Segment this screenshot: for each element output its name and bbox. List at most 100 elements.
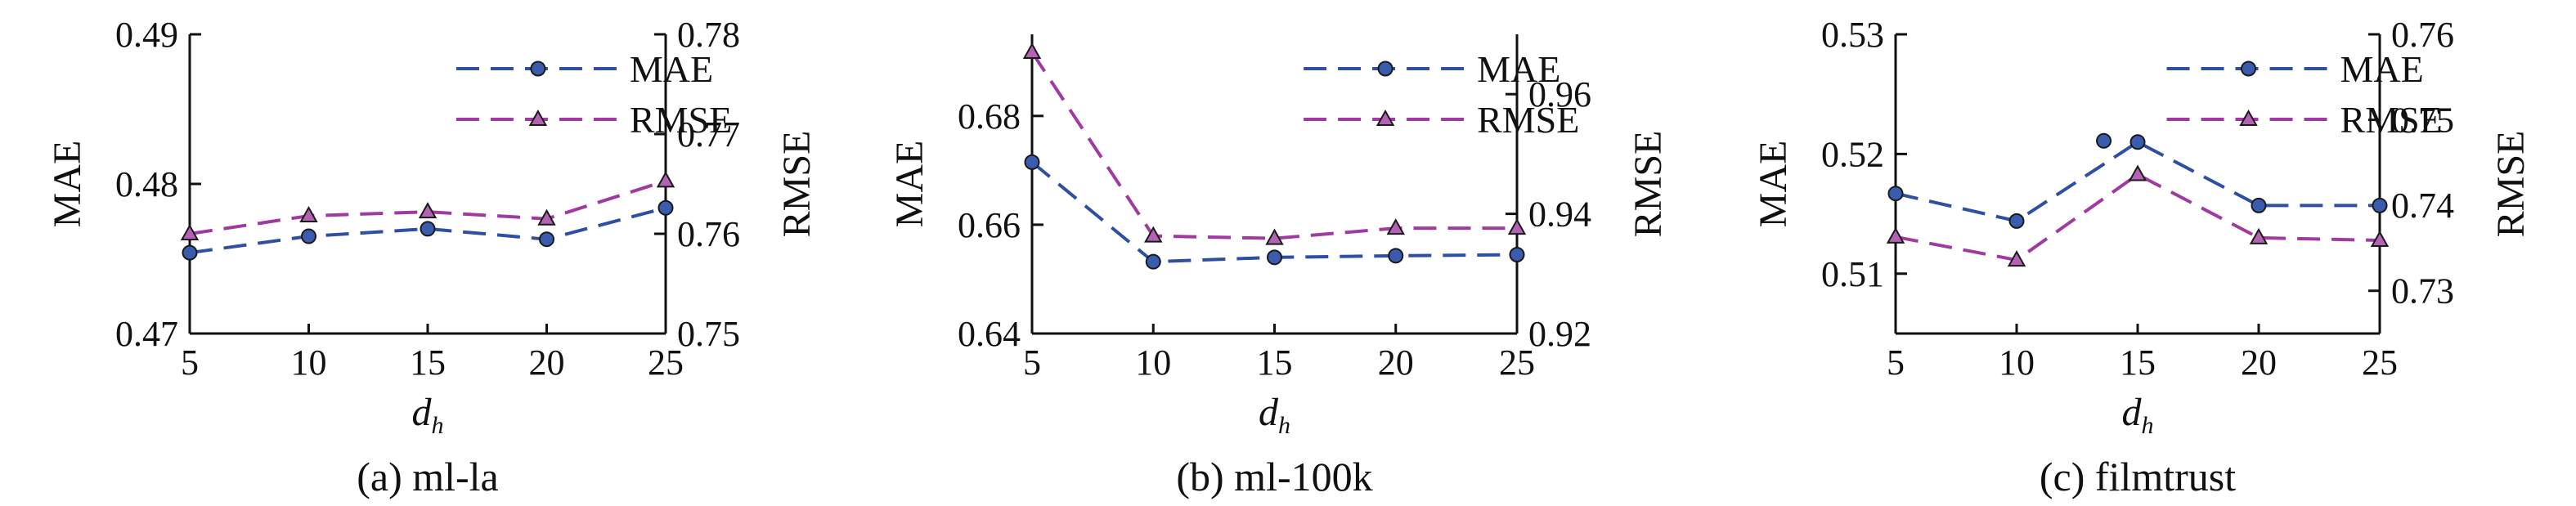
- data-point-rmse: [1022, 42, 1042, 59]
- left-tick-label: 0.68: [958, 96, 1021, 137]
- legend-label-mae: MAE: [1477, 48, 1560, 90]
- data-point-rmse: [299, 205, 318, 223]
- data-point-rmse: [656, 171, 675, 188]
- left-tick-label: 0.52: [1821, 134, 1884, 174]
- y-axis-label-right: RMSE: [2489, 131, 2533, 238]
- data-point-mae: [539, 231, 554, 248]
- legend-marker-mae: [530, 60, 546, 77]
- x-tick-label: 15: [1257, 343, 1293, 383]
- data-point-rmse: [537, 208, 556, 226]
- series-line-rmse: [1895, 172, 2381, 262]
- chart-panel-b: 0.68 0.66 0.64 0.96 0.94 0.92 5 10 15 20 25 MAE RMSE…: [888, 34, 1670, 499]
- series-line-rmse: [189, 179, 666, 235]
- left-tick-label: 0.49: [115, 15, 178, 55]
- x-tick-label: 5: [1023, 343, 1041, 383]
- x-tick-label: 20: [1378, 343, 1414, 383]
- data-point-mae: [1509, 247, 1525, 263]
- legend-marker-mae: [2241, 60, 2257, 77]
- y-axis-label-right: RMSE: [1627, 131, 1670, 238]
- legend-label-mae: MAE: [630, 48, 713, 90]
- data-point-rmse: [180, 223, 200, 240]
- left-tick-label: 0.66: [958, 205, 1021, 245]
- right-tick-label: 0.78: [677, 15, 740, 55]
- right-tick-label: 0.73: [2391, 271, 2454, 311]
- data-point-mae: [1388, 248, 1404, 264]
- legend-marker-rmse: [528, 109, 548, 126]
- data-point-mae: [2372, 197, 2388, 213]
- data-point-rmse: [2370, 230, 2390, 248]
- data-point-rmse: [418, 202, 438, 219]
- right-tick-label: 0.74: [2391, 186, 2454, 226]
- x-tick-label: 10: [291, 343, 327, 383]
- data-point-rmse: [2007, 250, 2026, 267]
- legend-label-rmse: RMSE: [1477, 99, 1579, 141]
- series-line-mae: [1030, 160, 1518, 264]
- data-point-mae: [657, 199, 674, 216]
- y-axis-label-left: MAE: [888, 141, 931, 228]
- data-point-mae: [420, 221, 436, 237]
- left-tick-label: 0.64: [958, 314, 1021, 354]
- data-point-mae: [2251, 197, 2267, 213]
- legend-label-rmse: RMSE: [630, 99, 732, 141]
- right-tick-label: 0.75: [677, 314, 740, 354]
- left-tick-label: 0.53: [1821, 15, 1884, 55]
- right-tick-label: 0.76: [677, 214, 740, 254]
- data-point-rmse: [1265, 228, 1284, 245]
- x-tick-label: 10: [1999, 343, 2035, 383]
- data-point-mae: [2008, 213, 2025, 229]
- data-point-mae: [1024, 154, 1040, 170]
- data-point-rmse: [1144, 226, 1163, 243]
- x-tick-label: 20: [2241, 343, 2277, 383]
- data-point-mae: [1267, 249, 1282, 266]
- data-point-mae: [2129, 134, 2146, 150]
- x-tick-label: 10: [1135, 343, 1171, 383]
- x-tick-label: 25: [2362, 343, 2398, 383]
- x-axis-label: dh: [412, 391, 444, 439]
- panel-caption: (b) ml-100k: [1176, 454, 1372, 499]
- right-tick-label: 0.77: [677, 114, 740, 154]
- legend-label-mae: MAE: [2340, 48, 2424, 90]
- data-point-rmse: [2128, 164, 2147, 181]
- x-axis-label-subscript: h: [1278, 412, 1290, 439]
- x-tick-label: 25: [648, 343, 684, 383]
- x-tick-label: 15: [410, 343, 446, 383]
- data-point-rmse: [1886, 226, 1905, 244]
- panel-caption: (c) filmtrust: [2040, 454, 2236, 499]
- series-line-rmse: [1030, 51, 1517, 240]
- data-point-mae: [301, 228, 316, 244]
- data-point-mae: [1145, 253, 1161, 270]
- legend-marker-mae: [1377, 60, 1393, 77]
- y-axis-label-right: RMSE: [775, 131, 819, 238]
- right-tick-label: 0.75: [2391, 101, 2454, 141]
- x-tick-label: 5: [1887, 343, 1905, 383]
- y-axis-label-left: MAE: [46, 141, 89, 228]
- x-axis-label: dh: [1259, 391, 1290, 439]
- panel-caption: (a) ml-la: [357, 454, 499, 499]
- data-point-rmse: [1507, 218, 1527, 235]
- legend-marker-rmse: [2239, 109, 2258, 126]
- legend-label-rmse: RMSE: [2340, 99, 2443, 141]
- data-point-rmse: [1386, 218, 1405, 235]
- y-axis-label-left: MAE: [1752, 141, 1795, 228]
- data-point-rmse: [2249, 227, 2269, 244]
- right-tick-label: 0.76: [2391, 15, 2454, 55]
- x-tick-label: 5: [181, 343, 199, 383]
- right-tick-label: 0.96: [1528, 74, 1591, 114]
- left-tick-label: 0.48: [115, 164, 178, 204]
- right-tick-label: 0.92: [1528, 314, 1591, 354]
- legend-marker-rmse: [1376, 109, 1395, 126]
- data-point-mae: [1887, 186, 1904, 202]
- data-point-mae: [182, 244, 198, 261]
- x-axis-label: dh: [2122, 391, 2154, 439]
- x-axis-label-subscript: h: [432, 412, 444, 439]
- data-point-mae: [2096, 132, 2112, 149]
- series-line-mae: [189, 206, 666, 255]
- left-tick-label: 0.47: [115, 314, 178, 354]
- right-tick-label: 0.94: [1528, 195, 1591, 235]
- x-tick-label: 20: [529, 343, 565, 383]
- chart-panel-a: 0.49 0.48 0.47 0.78 0.77 0.76 0.75 5 10 15 20 25 MAE…: [46, 15, 819, 499]
- x-tick-label: 15: [2120, 343, 2156, 383]
- x-tick-label: 25: [1499, 343, 1535, 383]
- series-line-mae: [1895, 140, 2380, 223]
